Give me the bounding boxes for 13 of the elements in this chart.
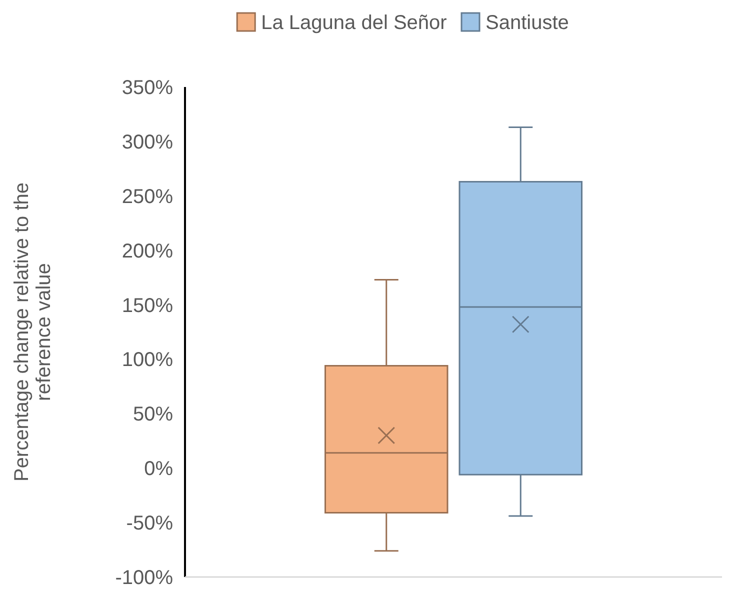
y-tick-label: 250% (122, 186, 174, 208)
y-tick-label: 100% (122, 349, 174, 372)
y-axis-title: Percentage change relative to the reference value (11, 182, 55, 482)
y-tick-label: 200% (122, 240, 174, 262)
legend-label: Santiuste (486, 12, 569, 34)
y-tick-label: 300% (122, 131, 174, 154)
legend-label: La Laguna del Señor (261, 12, 448, 34)
y-tick-label: 0% (144, 458, 174, 480)
y-tick-label: -50% (126, 512, 174, 535)
y-tick-label: 150% (122, 294, 174, 317)
y-tick-label: -100% (115, 567, 174, 589)
y-tick-label: 350% (122, 77, 174, 99)
y-tick-label: 50% (132, 404, 174, 426)
